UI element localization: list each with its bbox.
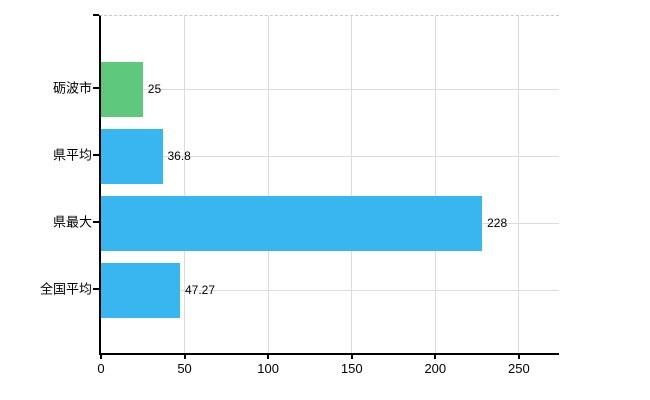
x-axis-tick-label: 150 bbox=[340, 361, 363, 376]
category-label: 県平均 bbox=[52, 147, 92, 163]
x-axis-tick bbox=[434, 354, 437, 359]
horizontal-gridline bbox=[101, 290, 559, 291]
x-axis-tick bbox=[350, 354, 353, 359]
vertical-gridline bbox=[434, 16, 436, 353]
vertical-gridline bbox=[518, 16, 520, 353]
y-axis-tick bbox=[93, 221, 99, 223]
bar-value-label: 47.27 bbox=[185, 283, 216, 297]
x-axis-tick-label: 50 bbox=[177, 361, 192, 376]
category-label: 砺波市 bbox=[52, 80, 92, 96]
category-label: 県最大 bbox=[52, 214, 92, 230]
bar-series bbox=[101, 128, 163, 184]
x-axis-tick bbox=[267, 354, 270, 359]
horizontal-gridline bbox=[101, 156, 559, 157]
x-axis-tick-label: 0 bbox=[97, 361, 105, 376]
bar-series bbox=[101, 195, 483, 251]
bar-value-label: 228 bbox=[487, 216, 508, 230]
y-axis-top-tick bbox=[93, 14, 99, 16]
x-axis-tick bbox=[517, 354, 520, 359]
plot-area: 25 36.8 228 47.27 bbox=[99, 15, 559, 355]
bar-value-label: 25 bbox=[147, 82, 162, 96]
bar-value-label: 36.8 bbox=[167, 149, 191, 163]
x-axis-tick bbox=[100, 354, 102, 359]
horizontal-gridline bbox=[101, 89, 559, 90]
vertical-gridline bbox=[184, 16, 186, 353]
category-label: 全国平均 bbox=[39, 281, 92, 297]
x-axis-tick-label: 250 bbox=[508, 361, 530, 376]
x-axis-tick-label: 200 bbox=[424, 361, 447, 376]
bar-series bbox=[101, 262, 180, 318]
x-axis-tick-label: 100 bbox=[257, 361, 279, 376]
y-axis-tick bbox=[93, 288, 99, 290]
bar-highlight bbox=[101, 61, 143, 117]
x-axis-tick bbox=[183, 354, 186, 359]
y-axis-tick bbox=[93, 87, 99, 89]
vertical-gridline bbox=[267, 16, 269, 353]
vertical-gridline bbox=[351, 16, 353, 353]
y-axis-tick bbox=[93, 154, 99, 156]
